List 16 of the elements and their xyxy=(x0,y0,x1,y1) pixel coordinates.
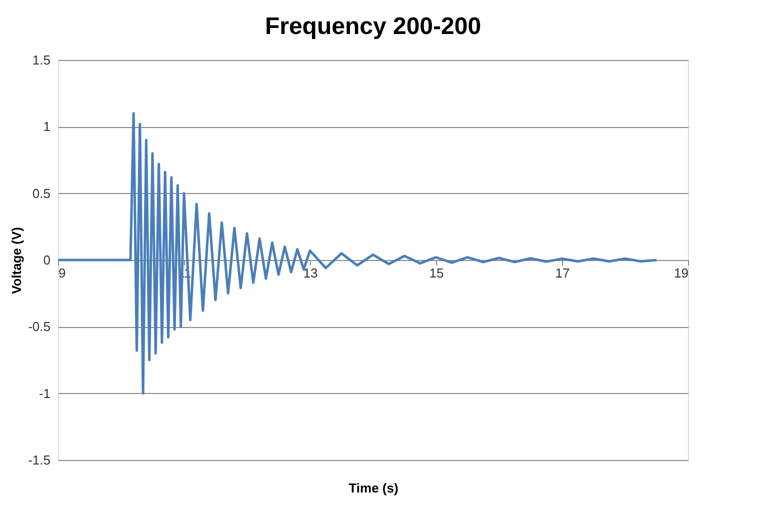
x-tick-label: 15 xyxy=(429,266,444,280)
y-tick-label: -0.5 xyxy=(28,319,50,334)
x-axis-title: Time (s) xyxy=(348,480,398,496)
y-tick-label: 0 xyxy=(43,252,50,268)
x-tick-label: 19 xyxy=(674,266,688,280)
x-tick-label: 9 xyxy=(58,266,66,280)
x-tick-label: 17 xyxy=(555,266,570,280)
y-axis-title: Voltage (V) xyxy=(9,227,24,294)
y-tick-label: 0.5 xyxy=(32,186,50,201)
y-tick-label: 1 xyxy=(43,119,50,134)
line-series xyxy=(56,112,658,395)
y-tick-label: 1.5 xyxy=(32,52,50,68)
y-tick-label: -1 xyxy=(38,386,50,401)
y-tick-label: -1.5 xyxy=(28,452,50,468)
x-tick-label: 13 xyxy=(303,266,318,280)
chart-title: Frequency 200-200 xyxy=(264,13,482,40)
